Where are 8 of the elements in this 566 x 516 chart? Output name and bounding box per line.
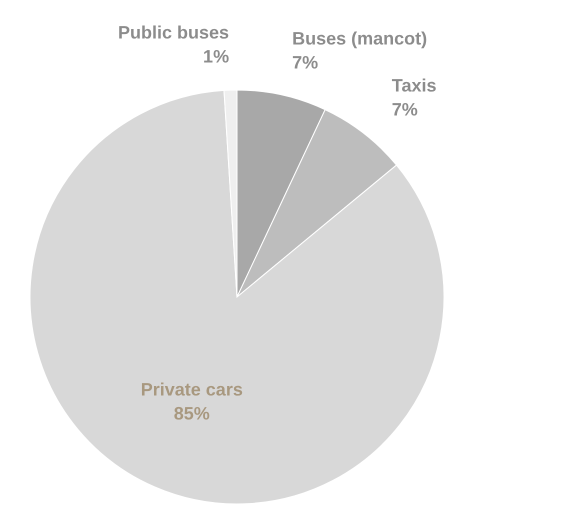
data-label: 7% xyxy=(392,99,418,120)
slice-label: Taxis xyxy=(392,75,436,96)
slice-label: Public buses xyxy=(118,22,230,43)
slice-label: Private cars xyxy=(140,379,243,400)
slice-label: Buses (mancot) xyxy=(292,28,428,49)
data-label: 7% xyxy=(292,52,318,73)
data-label: 1% xyxy=(203,46,230,67)
data-label: 85% xyxy=(174,403,210,424)
